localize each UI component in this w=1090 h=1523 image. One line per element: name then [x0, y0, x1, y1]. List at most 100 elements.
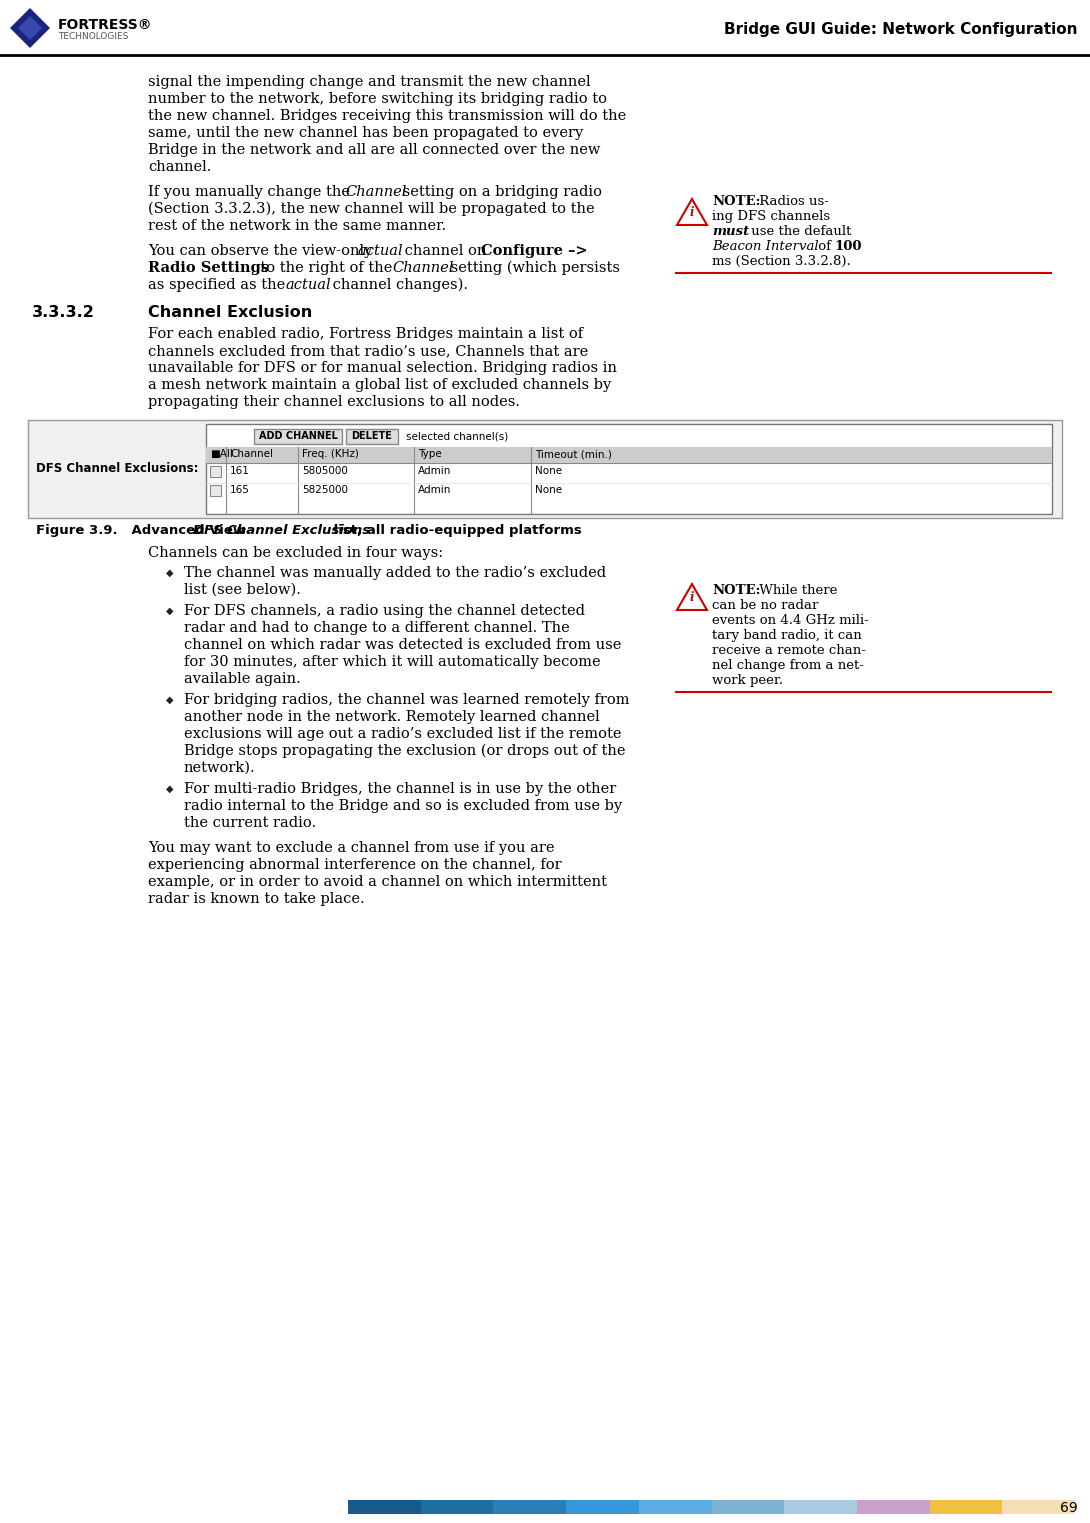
Text: ing DFS channels: ing DFS channels: [712, 210, 831, 222]
Text: rest of the network in the same manner.: rest of the network in the same manner.: [148, 219, 446, 233]
Text: DFS Channel Exclusions: DFS Channel Exclusions: [193, 524, 370, 538]
Text: Channel: Channel: [392, 260, 453, 276]
Text: another node in the network. Remotely learned channel: another node in the network. Remotely le…: [184, 710, 600, 723]
FancyBboxPatch shape: [206, 423, 1052, 513]
FancyBboxPatch shape: [1003, 1500, 1075, 1514]
Text: i: i: [690, 591, 694, 605]
FancyBboxPatch shape: [348, 1500, 421, 1514]
Text: 3.3.3.2: 3.3.3.2: [32, 305, 95, 320]
Text: NOTE:: NOTE:: [712, 583, 761, 597]
Text: propagating their channel exclusions to all nodes.: propagating their channel exclusions to …: [148, 394, 520, 410]
Text: Beacon Interval: Beacon Interval: [712, 241, 819, 253]
Text: Bridge in the network and all are all connected over the new: Bridge in the network and all are all co…: [148, 143, 601, 157]
Text: unavailable for DFS or for manual selection. Bridging radios in: unavailable for DFS or for manual select…: [148, 361, 617, 375]
Text: For multi-radio Bridges, the channel is in use by the other: For multi-radio Bridges, the channel is …: [184, 781, 616, 797]
Text: Figure 3.9.   Advanced View: Figure 3.9. Advanced View: [36, 524, 250, 538]
Text: ■All: ■All: [210, 449, 233, 458]
FancyBboxPatch shape: [210, 484, 221, 496]
Text: Bridge GUI Guide: Network Configuration: Bridge GUI Guide: Network Configuration: [725, 21, 1078, 37]
Text: DELETE: DELETE: [352, 431, 392, 442]
Text: actual: actual: [358, 244, 403, 257]
FancyBboxPatch shape: [494, 1500, 566, 1514]
Text: as specified as the: as specified as the: [148, 279, 290, 292]
Text: channel on which radar was detected is excluded from use: channel on which radar was detected is e…: [184, 638, 621, 652]
Text: selected channel(s): selected channel(s): [405, 431, 508, 442]
Text: radar is known to take place.: radar is known to take place.: [148, 892, 365, 906]
FancyBboxPatch shape: [210, 466, 221, 477]
Text: Channel Exclusion: Channel Exclusion: [148, 305, 312, 320]
Text: list, all radio-equipped platforms: list, all radio-equipped platforms: [329, 524, 582, 538]
FancyBboxPatch shape: [206, 446, 1052, 463]
Text: None: None: [535, 466, 562, 477]
Text: Radios us-: Radios us-: [755, 195, 828, 209]
FancyBboxPatch shape: [28, 420, 1062, 518]
FancyBboxPatch shape: [712, 1500, 784, 1514]
Text: (Section 3.3.2.3), the new channel will be propagated to the: (Section 3.3.2.3), the new channel will …: [148, 203, 595, 216]
Text: 5825000: 5825000: [302, 484, 348, 495]
Text: channel.: channel.: [148, 160, 211, 174]
Text: events on 4.4 GHz mili-: events on 4.4 GHz mili-: [712, 614, 869, 627]
Text: available again.: available again.: [184, 672, 301, 685]
Text: Type: Type: [417, 449, 441, 458]
Text: the new channel. Bridges receiving this transmission will do the: the new channel. Bridges receiving this …: [148, 110, 627, 123]
Text: None: None: [535, 484, 562, 495]
Text: 69: 69: [1061, 1502, 1078, 1515]
Text: the current radio.: the current radio.: [184, 816, 316, 830]
Text: example, or in order to avoid a channel on which intermittent: example, or in order to avoid a channel …: [148, 876, 607, 889]
FancyBboxPatch shape: [857, 1500, 930, 1514]
FancyBboxPatch shape: [930, 1500, 1003, 1514]
FancyBboxPatch shape: [254, 429, 342, 445]
Text: channels excluded from that radio’s use, Channels that are: channels excluded from that radio’s use,…: [148, 344, 589, 358]
Text: ◆: ◆: [166, 606, 173, 615]
Text: actual: actual: [286, 279, 331, 292]
Text: FORTRESS®: FORTRESS®: [58, 18, 153, 32]
Text: NOTE:: NOTE:: [712, 195, 761, 209]
FancyBboxPatch shape: [421, 1500, 494, 1514]
Text: channel changes).: channel changes).: [328, 279, 468, 292]
Text: Channel: Channel: [346, 184, 407, 200]
Text: Freq. (KHz): Freq. (KHz): [302, 449, 359, 458]
FancyBboxPatch shape: [566, 1500, 639, 1514]
Text: For bridging radios, the channel was learned remotely from: For bridging radios, the channel was lea…: [184, 693, 630, 707]
Text: For each enabled radio, Fortress Bridges maintain a list of: For each enabled radio, Fortress Bridges…: [148, 327, 583, 341]
Text: ◆: ◆: [166, 568, 173, 579]
Text: use the default: use the default: [747, 225, 851, 238]
Text: signal the impending change and transmit the new channel: signal the impending change and transmit…: [148, 75, 591, 88]
Text: of: of: [814, 241, 835, 253]
Text: setting on a bridging radio: setting on a bridging radio: [398, 184, 602, 200]
Text: radio internal to the Bridge and so is excluded from use by: radio internal to the Bridge and so is e…: [184, 800, 622, 813]
FancyBboxPatch shape: [784, 1500, 857, 1514]
Text: 165: 165: [230, 484, 250, 495]
Text: receive a remote chan-: receive a remote chan-: [712, 644, 865, 656]
Text: channel on: channel on: [400, 244, 490, 257]
Text: ◆: ◆: [166, 784, 173, 793]
Text: DFS Channel Exclusions:: DFS Channel Exclusions:: [36, 461, 198, 475]
Text: list (see below).: list (see below).: [184, 583, 301, 597]
Text: ADD CHANNEL: ADD CHANNEL: [258, 431, 338, 442]
Polygon shape: [10, 8, 50, 49]
Text: nel change from a net-: nel change from a net-: [712, 659, 864, 672]
Text: Admin: Admin: [417, 466, 451, 477]
Text: Configure –>: Configure –>: [481, 244, 588, 257]
Text: You may want to exclude a channel from use if you are: You may want to exclude a channel from u…: [148, 841, 555, 854]
Text: a mesh network maintain a global list of excluded channels by: a mesh network maintain a global list of…: [148, 378, 611, 391]
Text: work peer.: work peer.: [712, 675, 783, 687]
Text: While there: While there: [755, 583, 837, 597]
Text: Bridge stops propagating the exclusion (or drops out of the: Bridge stops propagating the exclusion (…: [184, 745, 626, 758]
Text: Channel: Channel: [230, 449, 272, 458]
Text: Channels can be excluded in four ways:: Channels can be excluded in four ways:: [148, 547, 444, 560]
Text: The channel was manually added to the radio’s excluded: The channel was manually added to the ra…: [184, 567, 606, 580]
Text: 100: 100: [834, 241, 861, 253]
Text: If you manually change the: If you manually change the: [148, 184, 354, 200]
Text: Timeout (min.): Timeout (min.): [535, 449, 611, 458]
Text: number to the network, before switching its bridging radio to: number to the network, before switching …: [148, 91, 607, 107]
Text: tary band radio, it can: tary band radio, it can: [712, 629, 862, 643]
Text: Admin: Admin: [417, 484, 451, 495]
Text: TECHNOLOGIES: TECHNOLOGIES: [58, 32, 129, 41]
Text: radar and had to change to a different channel. The: radar and had to change to a different c…: [184, 621, 570, 635]
Text: Radio Settings: Radio Settings: [148, 260, 269, 276]
Polygon shape: [19, 17, 43, 40]
Text: must: must: [712, 225, 749, 238]
Text: network).: network).: [184, 762, 256, 775]
FancyBboxPatch shape: [639, 1500, 712, 1514]
